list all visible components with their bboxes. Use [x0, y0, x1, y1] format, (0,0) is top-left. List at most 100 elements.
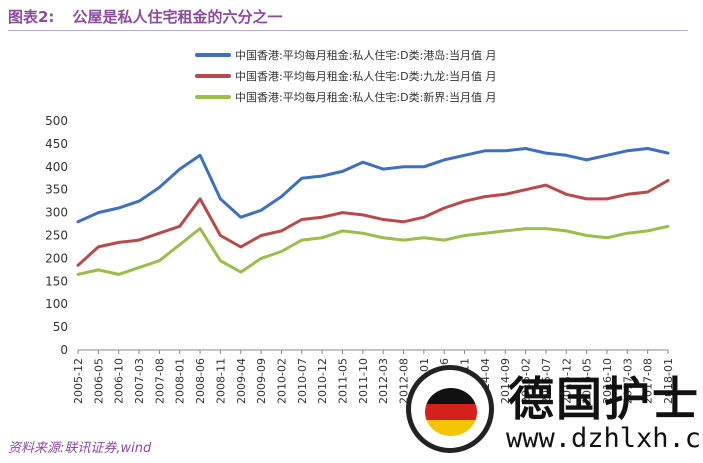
x-tick-label: 2006-05 [92, 358, 105, 404]
x-tick-label: 2015-02 [520, 358, 533, 404]
data-point [605, 154, 609, 157]
data-point [504, 193, 507, 196]
source-note: 资料来源:联讯证券,wind [8, 441, 152, 456]
data-point [524, 227, 527, 230]
data-point [219, 234, 222, 237]
data-point [341, 170, 344, 173]
data-point [259, 234, 263, 237]
data-point [76, 220, 80, 223]
data-point [97, 268, 100, 272]
y-tick-label: 0 [60, 343, 68, 357]
x-tick-label: 2011-05 [336, 358, 349, 404]
data-point [300, 238, 303, 242]
x-tick-label: 2012-03 [377, 358, 390, 404]
logo-emblem [406, 365, 494, 453]
data-point [198, 197, 202, 201]
data-point [402, 220, 405, 223]
data-point [381, 218, 385, 221]
data-point [178, 243, 181, 246]
data-point [626, 232, 629, 235]
data-point [239, 245, 242, 249]
data-point [524, 188, 527, 191]
figure-title: 图表2: 公屋是私人住宅租金的六分之一 [8, 6, 282, 27]
x-tick-label: 2008-11 [214, 358, 227, 404]
x-tick-label: 2008-06 [194, 358, 207, 404]
data-point [463, 199, 466, 203]
y-tick-label: 100 [45, 297, 68, 311]
data-point [381, 236, 385, 239]
data-point [341, 211, 344, 214]
x-tick-label: 2010-07 [296, 358, 309, 404]
x-tick-label: 2010-12 [316, 358, 329, 404]
data-point [198, 154, 202, 157]
legend-swatch [195, 52, 231, 57]
y-tick-label: 450 [45, 137, 68, 151]
data-point [646, 229, 649, 233]
legend-swatch [195, 94, 231, 99]
data-point [320, 174, 324, 178]
data-point [585, 197, 588, 201]
data-point [443, 238, 446, 242]
title-divider [8, 30, 688, 31]
figure-label: 图表2: [8, 8, 55, 26]
legend-item-kowloon: 中国香港:平均每月租金:私人住宅:D类:九龙:当月值 月 [195, 65, 497, 86]
data-point [544, 183, 548, 187]
data-point [463, 234, 466, 237]
data-point [259, 257, 263, 260]
data-point [381, 167, 385, 171]
legend-item-hk-island: 中国香港:平均每月租金:私人住宅:D类:港岛:当月值 月 [195, 44, 497, 65]
data-point [361, 161, 365, 164]
data-point [646, 147, 649, 150]
data-point [259, 209, 263, 212]
data-point [666, 151, 670, 155]
x-tick-label: 2015-07 [540, 358, 553, 404]
data-point [626, 149, 629, 152]
data-point [239, 215, 242, 219]
data-point [585, 234, 588, 237]
data-point [137, 266, 141, 269]
y-tick-label: 150 [45, 274, 68, 288]
data-point [402, 238, 405, 242]
x-tick-label: 2012-08 [398, 358, 411, 404]
data-point [158, 259, 161, 262]
x-tick-label: 2014-09 [499, 358, 512, 404]
y-tick-label: 300 [45, 206, 68, 220]
chart-legend: 中国香港:平均每月租金:私人住宅:D类:港岛:当月值 月 中国香港:平均每月租金… [195, 44, 497, 107]
data-point [280, 229, 283, 233]
data-point [97, 211, 100, 214]
x-tick-label: 2018-01 [662, 358, 675, 404]
data-point [646, 190, 649, 194]
data-point [565, 193, 568, 196]
data-point [137, 199, 141, 203]
data-point [565, 154, 568, 157]
data-point [443, 158, 446, 162]
data-point [117, 241, 120, 244]
y-tick-label: 50 [53, 320, 68, 334]
legend-label: 中国香港:平均每月租金:私人住宅:D类:新界:当月值 月 [235, 90, 497, 104]
x-tick-label: 2009-04 [235, 358, 248, 404]
x-tick-label: 2017-08 [642, 358, 655, 404]
x-tick-label: 2015-12 [560, 358, 573, 404]
watermark-logo: 德国护士 www.dzhlxh.com [400, 361, 703, 461]
data-point [219, 259, 222, 262]
x-tick-label: 2011-10 [357, 358, 370, 404]
data-point [117, 206, 120, 210]
data-point [300, 218, 303, 221]
data-point [239, 270, 242, 274]
data-point [605, 236, 609, 239]
data-point [504, 149, 507, 152]
data-point [544, 151, 548, 155]
data-point [585, 158, 588, 162]
data-point [422, 215, 426, 219]
german-flag-icon [425, 388, 477, 436]
data-point [544, 227, 548, 230]
data-point [361, 213, 365, 217]
series-line-0 [76, 147, 670, 224]
data-point [483, 232, 487, 235]
y-tick-label: 350 [45, 183, 68, 197]
x-tick-label: 2016-05 [581, 358, 594, 404]
data-point [117, 273, 120, 276]
data-point [422, 165, 426, 168]
logo-url: www.dzhlxh.com [506, 423, 703, 454]
data-point [219, 197, 222, 201]
